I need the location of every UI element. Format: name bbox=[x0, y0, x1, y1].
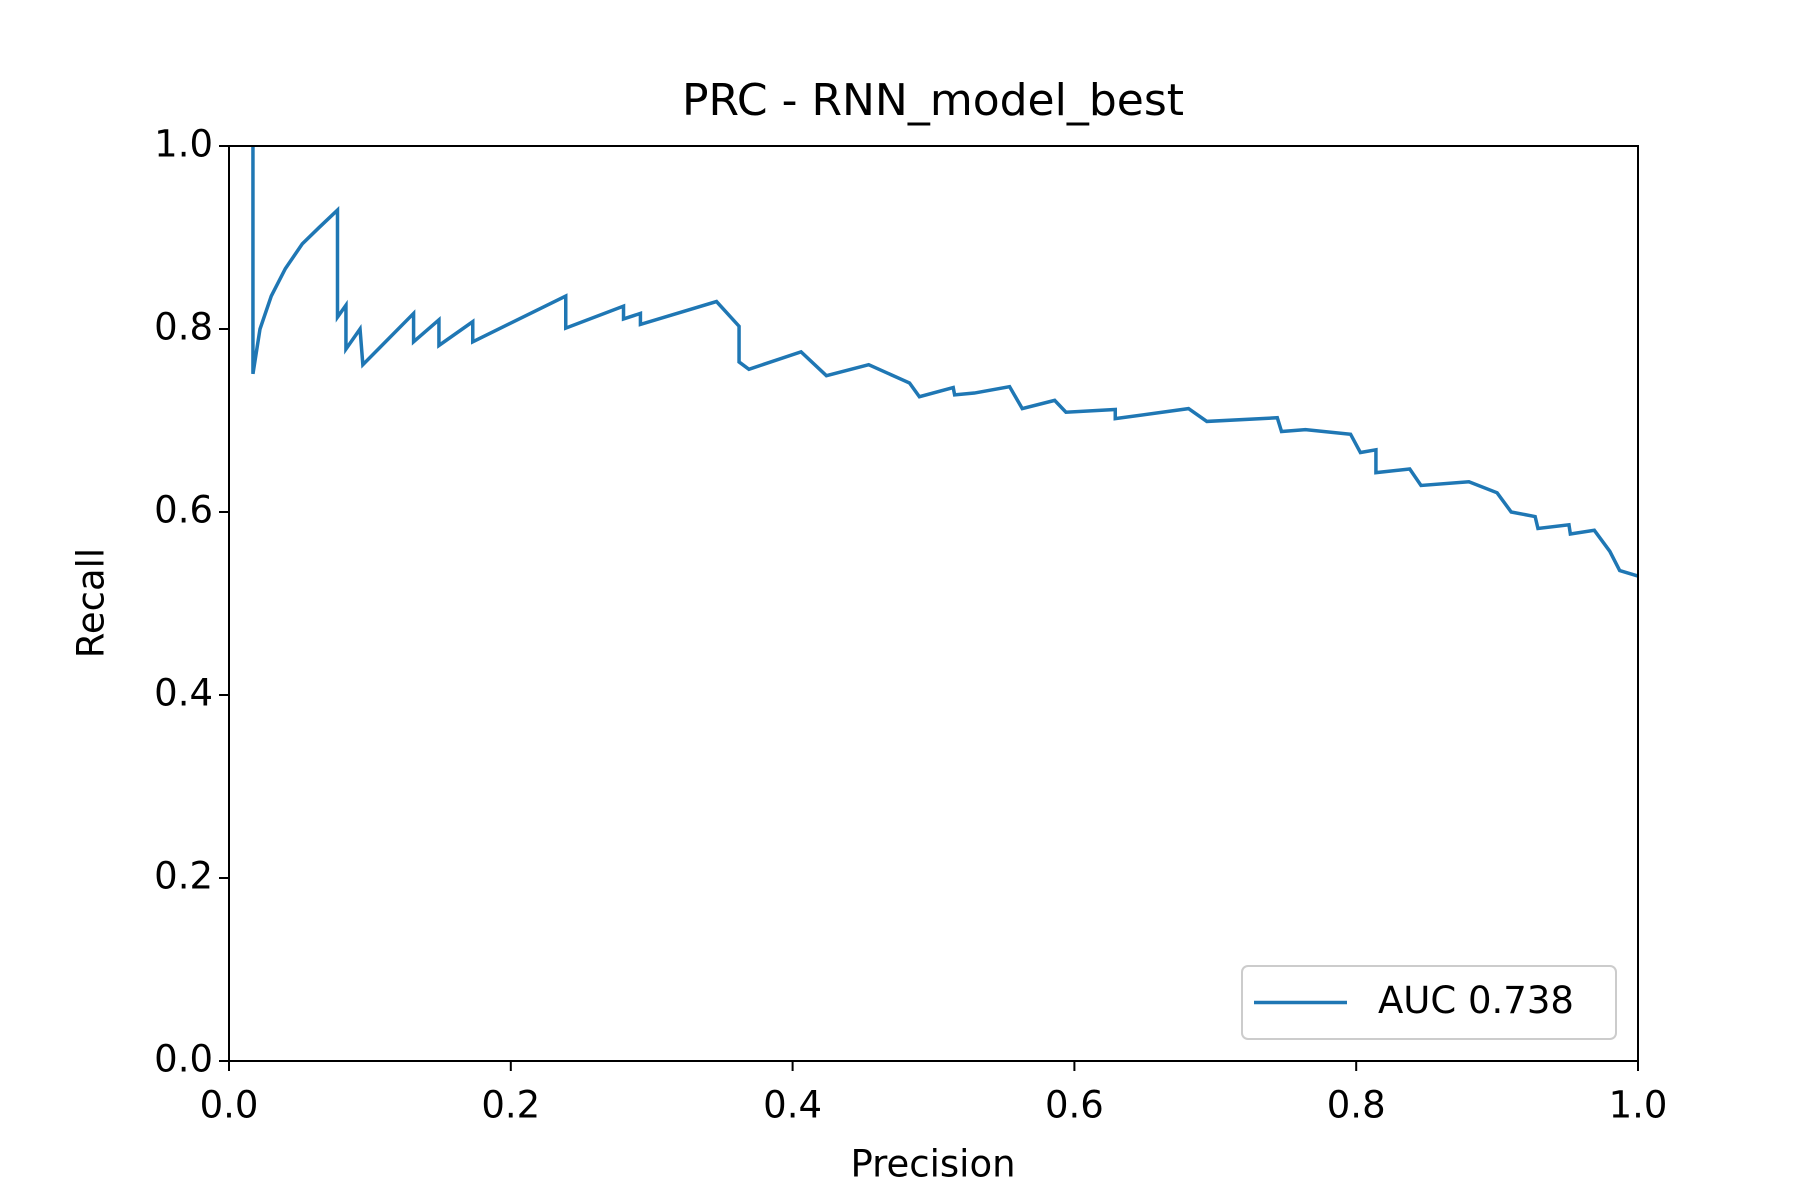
legend-label: AUC 0.738 bbox=[1378, 979, 1574, 1022]
x-axis-label: Precision bbox=[850, 1143, 1015, 1186]
x-tick-label: 0.0 bbox=[200, 1084, 259, 1127]
line-series bbox=[251, 146, 1639, 578]
legend-box bbox=[1241, 965, 1617, 1040]
y-tick-label: 1.0 bbox=[154, 123, 213, 166]
x-tick-label: 0.6 bbox=[1045, 1084, 1104, 1127]
y-tick-label: 0.8 bbox=[154, 306, 213, 349]
chart-title: PRC - RNN_model_best bbox=[682, 75, 1184, 126]
y-axis-label: Recall bbox=[70, 548, 113, 658]
y-tick-label: 0.0 bbox=[154, 1038, 213, 1081]
plot-frame bbox=[228, 145, 1639, 1062]
x-tick-label: 0.8 bbox=[1327, 1084, 1386, 1127]
x-tick-label: 0.4 bbox=[763, 1084, 822, 1127]
y-tick-label: 0.6 bbox=[154, 489, 213, 532]
x-tick-label: 0.2 bbox=[481, 1084, 540, 1127]
y-tick-label: 0.2 bbox=[154, 855, 213, 898]
y-tick-label: 0.4 bbox=[154, 672, 213, 715]
x-tick-label: 1.0 bbox=[1609, 1084, 1668, 1127]
